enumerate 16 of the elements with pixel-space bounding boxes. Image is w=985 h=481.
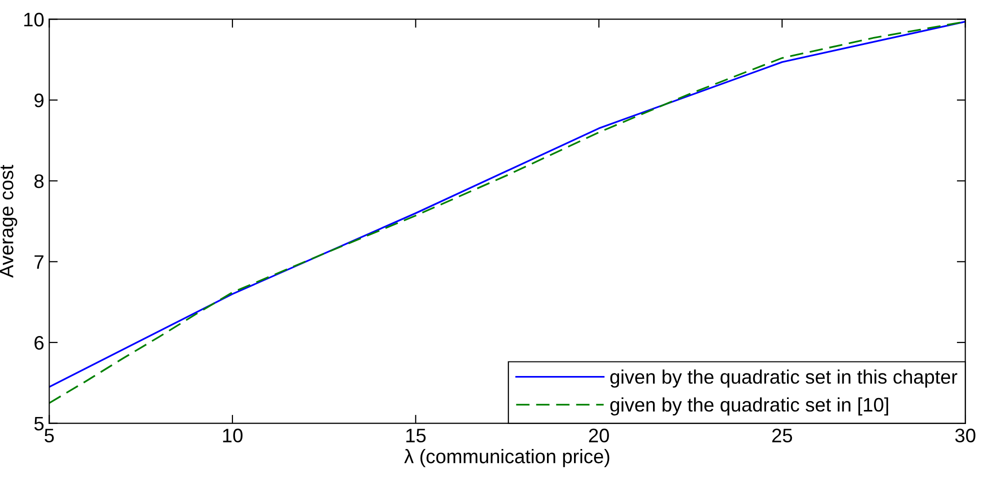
legend-label: given by the quadratic set in this chapter (610, 370, 958, 388)
y-tick-label: 9 (34, 94, 44, 108)
x-tick-label: 15 (406, 428, 426, 442)
x-axis-title: λ (communication price) (404, 449, 610, 468)
y-axis-title: Average cost (0, 164, 18, 278)
y-tick-label: 6 (34, 336, 44, 350)
legend-label: given by the quadratic set in [10] (610, 397, 888, 416)
y-tick-label: 8 (34, 174, 44, 188)
y-tick-label: 10 (24, 12, 44, 26)
y-tick-label: 7 (34, 255, 44, 269)
x-tick-label: 10 (223, 428, 243, 442)
x-tick-label: 25 (772, 428, 792, 442)
x-tick-label: 20 (589, 428, 609, 442)
y-tick-label: 5 (34, 416, 44, 431)
x-tick-label: 5 (44, 428, 54, 442)
x-tick-label: 30 (955, 428, 976, 442)
